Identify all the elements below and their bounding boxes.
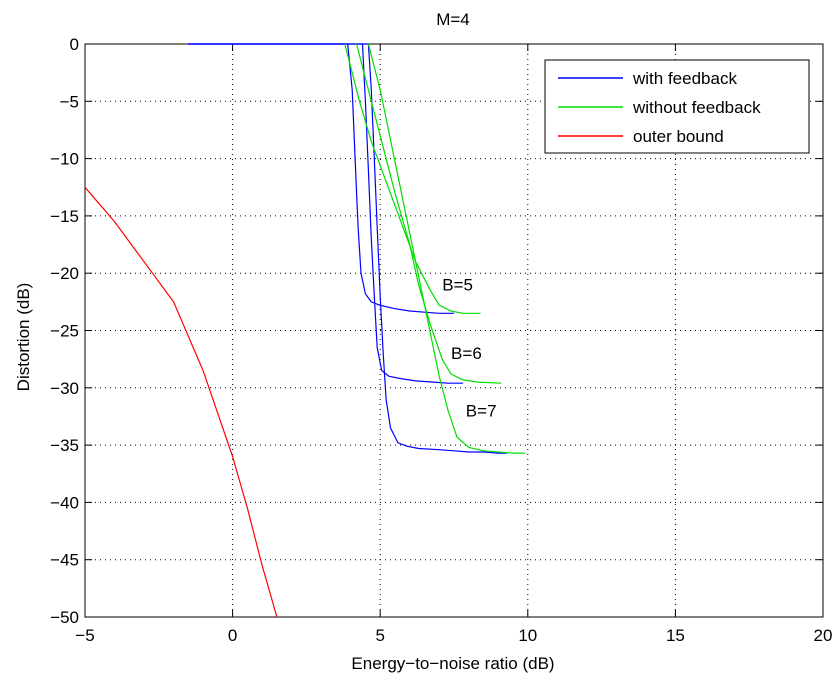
annotations: B=5 B=6 B=7 (442, 275, 496, 420)
chart-title: M=4 (436, 10, 470, 29)
x-tick-label: 5 (375, 626, 384, 645)
y-axis-title: Distortion (dB) (14, 283, 33, 392)
series-lines (84, 43, 525, 618)
y-tick-label: −20 (50, 264, 79, 283)
series-line-without-feedback (367, 43, 525, 454)
series-line-with-feedback (188, 43, 463, 384)
legend-label: with feedback (632, 69, 737, 88)
y-tick-label: −45 (50, 551, 79, 570)
x-tick-label: −5 (75, 626, 94, 645)
y-tick-label: −5 (60, 92, 79, 111)
legend-label: without feedback (632, 98, 761, 117)
y-tick-label: −50 (50, 608, 79, 627)
x-tick-label: 20 (814, 626, 833, 645)
y-tick-label: −35 (50, 436, 79, 455)
legend: with feedback without feedback outer bound (544, 59, 810, 154)
x-tick-label: 10 (518, 626, 537, 645)
annotation-label: B=7 (466, 401, 497, 420)
x-tick-label: 0 (228, 626, 237, 645)
y-tick-label: −25 (50, 322, 79, 341)
x-axis-title: Energy−to−noise ratio (dB) (351, 654, 554, 673)
y-tick-label: −40 (50, 493, 79, 512)
y-tick-label: −30 (50, 379, 79, 398)
series-line-with-feedback (188, 43, 508, 454)
series-line-outer-bound (84, 186, 278, 618)
y-tick-label: −10 (50, 150, 79, 169)
legend-label: outer bound (633, 127, 724, 146)
y-tick-label: −15 (50, 207, 79, 226)
series-line-with-feedback (188, 43, 454, 314)
series-line-without-feedback (356, 43, 502, 384)
y-tick-label: 0 (70, 35, 79, 54)
x-tick-label: 15 (666, 626, 685, 645)
annotation-label: B=5 (442, 275, 473, 294)
annotation-label: B=6 (451, 344, 482, 363)
axis-ticks: −5 0 5 10 15 200−5−10−15−20−25−30−35−40−45−50 (50, 35, 832, 645)
series-line-without-feedback (344, 43, 481, 314)
